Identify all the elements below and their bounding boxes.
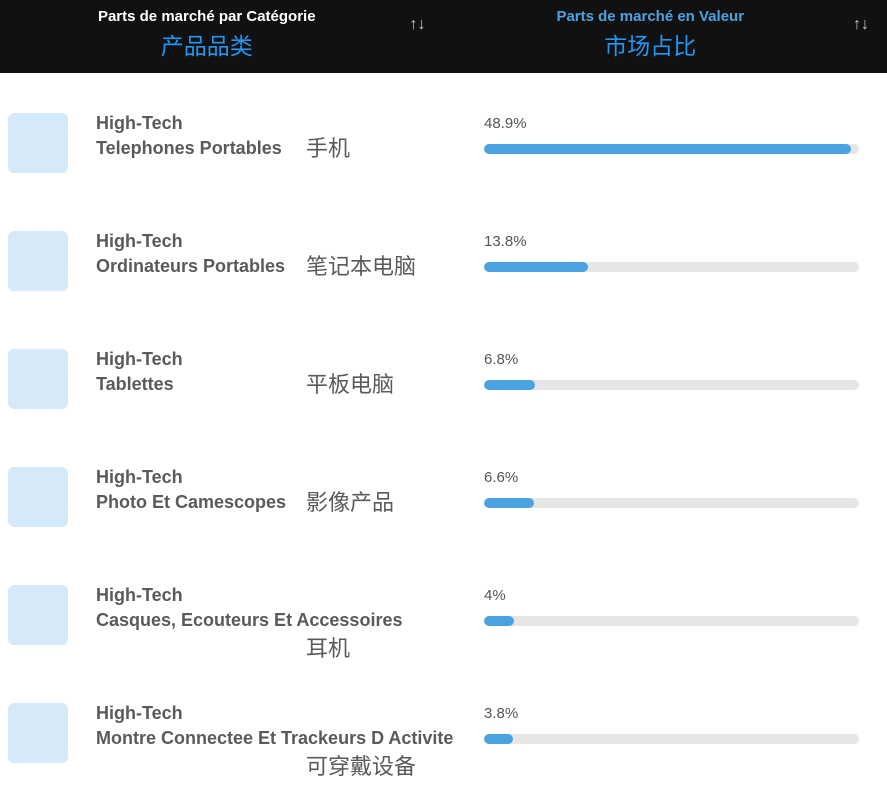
sort-icon[interactable]: ↑↓ (410, 16, 426, 34)
bar-track (484, 380, 859, 390)
product-name: Photo Et Camescopes (96, 490, 464, 515)
bar-track (484, 262, 859, 272)
thumbnail (8, 231, 68, 291)
product-name-zh: 手机 (306, 131, 350, 163)
product-name-zh: 平板电脑 (306, 367, 394, 399)
row-left: High-TechTelephones Portables手机 (96, 111, 484, 161)
thumbnail (8, 113, 68, 173)
thumbnail (8, 349, 68, 409)
bar-fill (484, 144, 851, 154)
percent-label: 13.8% (484, 233, 859, 250)
header-sub-category: 产品品类 (20, 27, 394, 61)
category-label: High-Tech (96, 111, 464, 136)
bar-track (484, 498, 859, 508)
row-left: High-TechPhoto Et Camescopes影像产品 (96, 465, 484, 515)
row-left: High-TechTablettes平板电脑 (96, 347, 484, 397)
row-right: 6.6% (484, 465, 879, 508)
product-name-zh: 影像产品 (306, 485, 394, 517)
product-name: Casques, Ecouteurs Et Accessoires (96, 608, 464, 633)
product-name: Tablettes (96, 372, 464, 397)
table-row: High-TechPhoto Et Camescopes影像产品6.6% (0, 437, 887, 555)
bar-fill (484, 262, 588, 272)
thumbnail (8, 703, 68, 763)
category-label: High-Tech (96, 701, 464, 726)
table-row: High-TechMontre Connectee Et Trackeurs D… (0, 673, 887, 791)
rows-container: High-TechTelephones Portables手机48.9%High… (0, 73, 887, 791)
bar-track (484, 144, 859, 154)
bar-track (484, 734, 859, 744)
thumbnail (8, 467, 68, 527)
category-label: High-Tech (96, 583, 464, 608)
table-row: High-TechCasques, Ecouteurs Et Accessoir… (0, 555, 887, 673)
header-title-category: Parts de marché par Catégorie (20, 8, 394, 25)
row-left: High-TechOrdinateurs Portables笔记本电脑 (96, 229, 484, 279)
product-name-zh: 笔记本电脑 (306, 249, 416, 281)
percent-label: 6.8% (484, 351, 859, 368)
row-right: 13.8% (484, 229, 879, 272)
row-right: 48.9% (484, 111, 879, 154)
sort-icon[interactable]: ↑↓ (853, 16, 869, 34)
category-label: High-Tech (96, 347, 464, 372)
row-right: 4% (484, 583, 879, 626)
table-row: High-TechTelephones Portables手机48.9% (0, 83, 887, 201)
product-name: Telephones Portables (96, 136, 464, 161)
thumbnail (8, 585, 68, 645)
row-left: High-TechMontre Connectee Et Trackeurs D… (96, 701, 484, 751)
bar-track (484, 616, 859, 626)
table-row: High-TechTablettes平板电脑6.8% (0, 319, 887, 437)
header-title-value: Parts de marché en Valeur (464, 8, 838, 25)
header-sub-value: 市场占比 (464, 27, 838, 61)
bar-fill (484, 498, 534, 508)
row-right: 6.8% (484, 347, 879, 390)
percent-label: 3.8% (484, 705, 859, 722)
product-name-zh: 耳机 (306, 631, 350, 663)
category-label: High-Tech (96, 465, 464, 490)
percent-label: 6.6% (484, 469, 859, 486)
product-name: Montre Connectee Et Trackeurs D Activite (96, 726, 464, 751)
percent-label: 48.9% (484, 115, 859, 132)
table-header: Parts de marché par Catégorie 产品品类 ↑↓ Pa… (0, 0, 887, 73)
bar-fill (484, 616, 514, 626)
header-col-category: Parts de marché par Catégorie 产品品类 ↑↓ (0, 8, 444, 61)
bar-fill (484, 380, 535, 390)
bar-fill (484, 734, 513, 744)
percent-label: 4% (484, 587, 859, 604)
row-left: High-TechCasques, Ecouteurs Et Accessoir… (96, 583, 484, 633)
product-name-zh: 可穿戴设备 (306, 749, 416, 781)
table-row: High-TechOrdinateurs Portables笔记本电脑13.8% (0, 201, 887, 319)
row-right: 3.8% (484, 701, 879, 744)
header-col-value: Parts de marché en Valeur 市场占比 ↑↓ (444, 8, 887, 61)
